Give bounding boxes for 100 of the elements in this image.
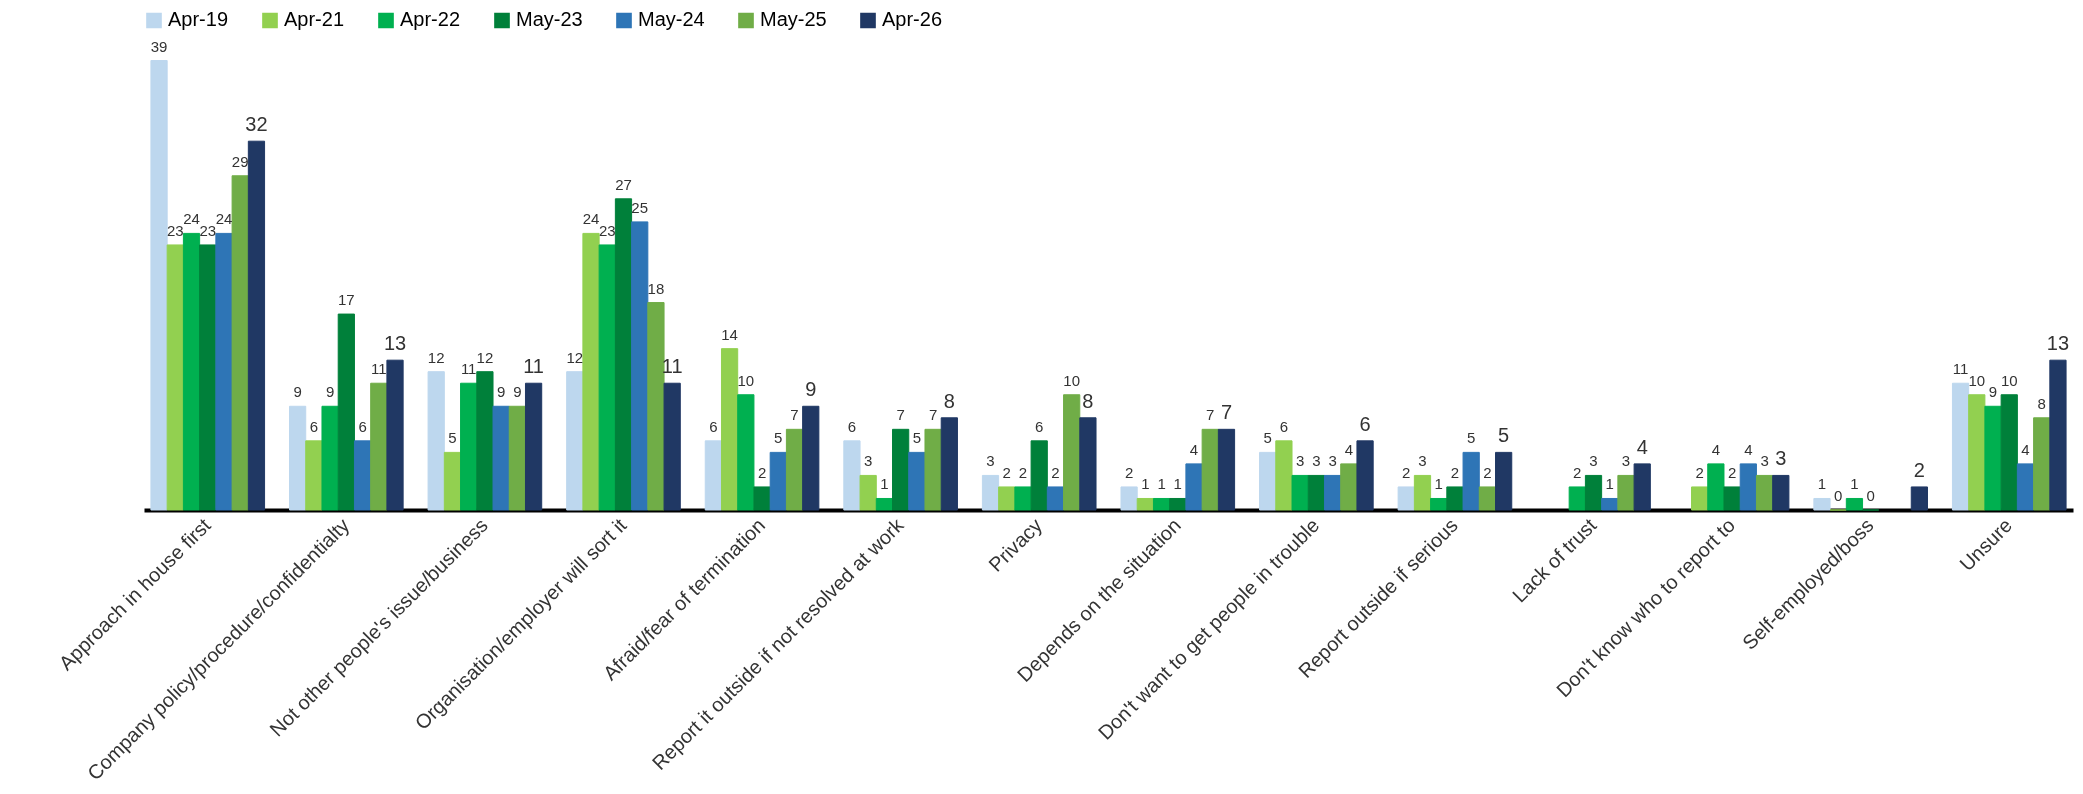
data-label: 13 bbox=[383, 332, 407, 355]
data-label: 6 bbox=[1035, 417, 1044, 435]
data-label: 3 bbox=[1621, 452, 1631, 470]
data-label: 7 bbox=[1220, 401, 1233, 424]
data-label: 9 bbox=[513, 383, 522, 401]
bar bbox=[370, 382, 388, 511]
data-label: 5 bbox=[1467, 429, 1476, 447]
bar bbox=[166, 244, 184, 511]
legend-label: Apr-22 bbox=[400, 8, 461, 31]
bar bbox=[1755, 474, 1774, 511]
bar bbox=[631, 221, 649, 511]
bar bbox=[598, 244, 616, 511]
bar bbox=[1584, 474, 1603, 511]
data-label: 29 bbox=[231, 152, 249, 170]
data-label: 3 bbox=[863, 452, 873, 470]
data-label: 0 bbox=[1834, 487, 1843, 504]
data-label: 24 bbox=[183, 210, 200, 228]
bar bbox=[908, 451, 926, 511]
bar bbox=[508, 405, 526, 511]
bar bbox=[981, 474, 1000, 511]
data-label: 32 bbox=[245, 113, 268, 136]
bar bbox=[1951, 382, 1970, 511]
data-label: 14 bbox=[721, 325, 738, 343]
data-label: 3 bbox=[1418, 452, 1427, 470]
data-label: 39 bbox=[150, 37, 168, 55]
bar bbox=[1723, 486, 1741, 511]
bar bbox=[150, 60, 168, 511]
data-label: 8 bbox=[2037, 394, 2046, 412]
bar bbox=[720, 348, 739, 511]
legend-label: May-23 bbox=[516, 8, 583, 31]
data-label: 12 bbox=[427, 348, 445, 366]
bar bbox=[1772, 474, 1790, 511]
data-label: 0 bbox=[1866, 487, 1875, 504]
legend-label: May-25 bbox=[760, 8, 827, 31]
bar bbox=[1340, 463, 1358, 511]
bar bbox=[460, 382, 478, 511]
data-label: 2 bbox=[1695, 463, 1704, 481]
data-label: 7 bbox=[928, 406, 938, 424]
data-label: 10 bbox=[1968, 371, 1986, 389]
data-label: 1 bbox=[1157, 475, 1166, 493]
data-label: 7 bbox=[1206, 406, 1215, 424]
bar bbox=[1136, 497, 1154, 511]
bar bbox=[1495, 451, 1513, 511]
data-label: 4 bbox=[2021, 440, 2030, 458]
data-label: 2 bbox=[1018, 463, 1028, 481]
data-label: 9 bbox=[293, 383, 302, 401]
bar bbox=[614, 198, 633, 511]
bar bbox=[231, 175, 249, 511]
data-label: 17 bbox=[337, 291, 355, 309]
bar bbox=[1707, 463, 1725, 511]
data-label: 2 bbox=[757, 463, 767, 481]
bar bbox=[843, 440, 861, 511]
bar bbox=[321, 405, 339, 511]
data-label: 2 bbox=[1727, 463, 1737, 481]
data-label: 6 bbox=[709, 417, 718, 435]
data-label: 1 bbox=[880, 475, 889, 493]
data-label: 11 bbox=[371, 360, 387, 378]
bar bbox=[1259, 451, 1277, 511]
data-label: 2 bbox=[1450, 463, 1460, 481]
data-label: 2 bbox=[1913, 458, 1925, 481]
bar bbox=[1617, 474, 1635, 511]
bar bbox=[1291, 474, 1309, 511]
data-label: 12 bbox=[476, 348, 494, 366]
bar bbox=[1030, 440, 1048, 511]
data-label: 4 bbox=[1344, 440, 1354, 458]
bar bbox=[998, 486, 1016, 511]
data-label: 27 bbox=[615, 175, 632, 193]
bar bbox=[2000, 394, 2018, 511]
bar bbox=[1014, 486, 1032, 511]
bar bbox=[785, 428, 804, 511]
data-label: 25 bbox=[631, 198, 649, 216]
data-label: 2 bbox=[1483, 463, 1492, 481]
data-label: 3 bbox=[986, 452, 995, 470]
data-label: 1 bbox=[1605, 475, 1614, 493]
bar bbox=[2033, 417, 2051, 511]
bar bbox=[427, 371, 445, 511]
data-label: 6 bbox=[1359, 412, 1371, 435]
bar bbox=[1462, 451, 1480, 511]
data-label: 7 bbox=[896, 406, 905, 424]
bar bbox=[1739, 463, 1757, 511]
bar bbox=[2049, 359, 2067, 511]
data-label: 9 bbox=[496, 383, 506, 401]
bar bbox=[859, 474, 877, 511]
bar bbox=[1046, 486, 1065, 511]
bar bbox=[443, 451, 462, 511]
data-label: 8 bbox=[1082, 389, 1094, 412]
data-label: 5 bbox=[1263, 429, 1272, 447]
data-label: 3 bbox=[1775, 447, 1787, 470]
bar bbox=[737, 394, 755, 511]
data-label: 7 bbox=[790, 406, 799, 424]
bar bbox=[1201, 428, 1219, 511]
bar bbox=[1568, 486, 1586, 511]
data-label: 6 bbox=[309, 417, 319, 435]
data-label: 8 bbox=[943, 389, 955, 412]
bar bbox=[1307, 474, 1325, 511]
bar bbox=[1217, 428, 1236, 511]
data-label: 2 bbox=[1124, 463, 1134, 481]
data-label: 11 bbox=[1952, 360, 1969, 378]
data-label: 2 bbox=[1002, 463, 1011, 481]
data-label: 3 bbox=[1760, 452, 1769, 470]
